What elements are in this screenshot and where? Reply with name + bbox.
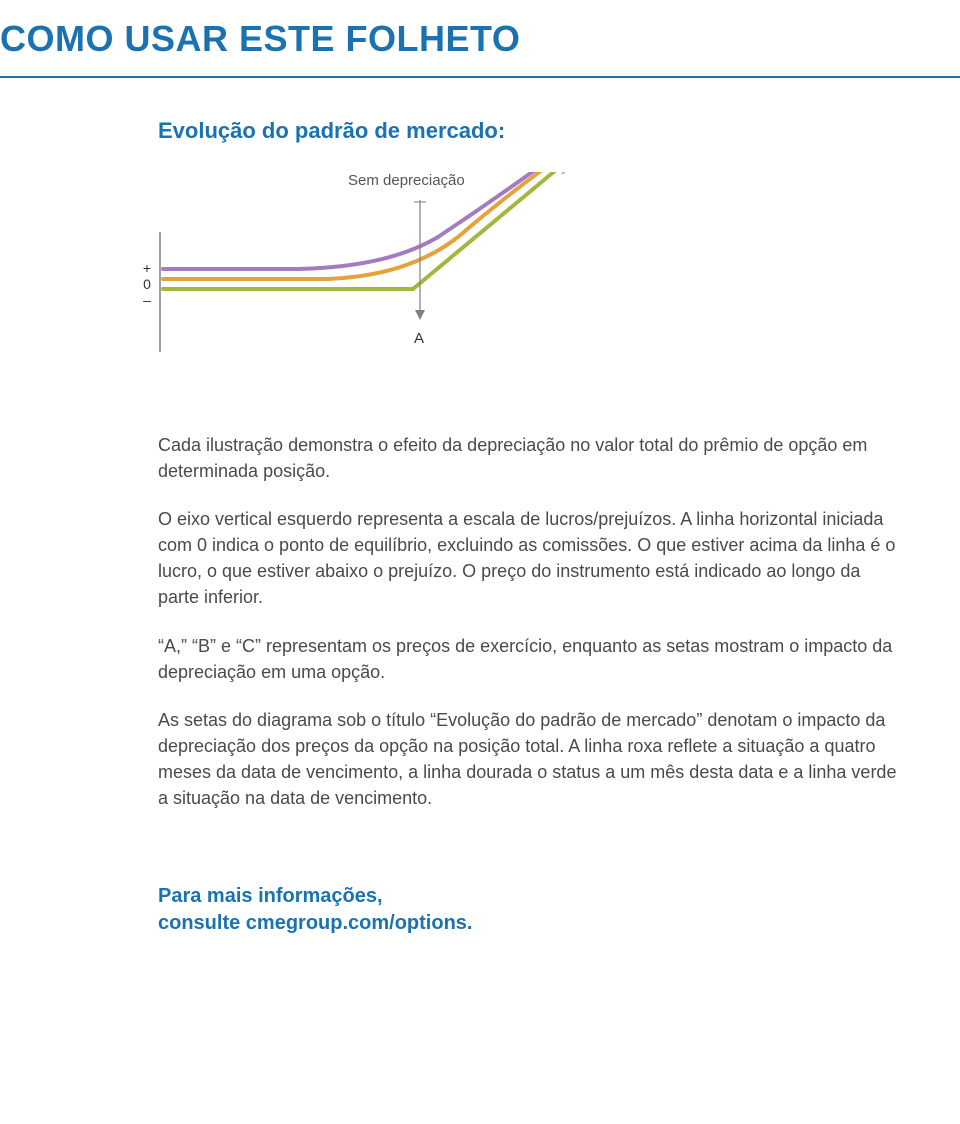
chart-subtitle: Evolução do padrão de mercado: (158, 118, 900, 144)
payoff-chart: + 0 – Sem depreciação A (158, 172, 638, 392)
depreciation-label: Sem depreciação (348, 172, 465, 189)
y-plus-label: + (140, 260, 154, 276)
content-area: Evolução do padrão de mercado: + 0 – Sem… (0, 118, 960, 937)
footer-line2-prefix: consulte (158, 912, 246, 934)
paragraph-3: “A,” “B” e “C” representam os preços de … (158, 633, 900, 685)
y-minus-label: – (140, 292, 154, 308)
footer-cta: Para mais informações, consulte cmegroup… (158, 883, 900, 937)
y-zero-label: 0 (140, 276, 154, 292)
footer-line1: Para mais informações, (158, 885, 383, 907)
paragraph-2: O eixo vertical esquerdo representa a es… (158, 506, 900, 610)
y-axis-labels: + 0 – (140, 260, 154, 308)
arrow-head-icon (415, 310, 425, 320)
paragraph-1: Cada ilustração demonstra o efeito da de… (158, 432, 900, 484)
page-title: COMO USAR ESTE FOLHETO (0, 0, 960, 76)
title-rule (0, 76, 960, 78)
x-marker-label: A (414, 330, 424, 347)
edge-tick-2 (562, 172, 576, 174)
chart-svg (158, 172, 638, 372)
footer-link-text[interactable]: cmegroup.com/options. (246, 912, 473, 934)
paragraph-4: As setas do diagrama sob o título “Evolu… (158, 707, 900, 811)
